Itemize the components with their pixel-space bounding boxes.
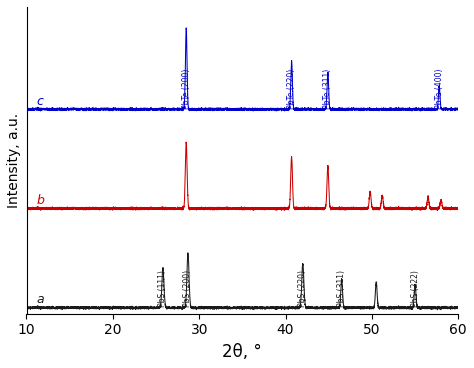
Text: PbS (111): PbS (111): [158, 270, 167, 307]
Text: PbS (222): PbS (222): [410, 270, 419, 307]
Text: PbTe (400): PbTe (400): [435, 68, 444, 109]
Text: PbS (311): PbS (311): [337, 270, 346, 307]
Text: PbS (220): PbS (220): [298, 270, 307, 307]
Text: c: c: [37, 95, 44, 108]
Text: PbTe (311): PbTe (311): [323, 68, 332, 109]
X-axis label: 2θ, °: 2θ, °: [222, 343, 262, 361]
Text: PbTe (200): PbTe (200): [182, 68, 191, 109]
Y-axis label: Intensity, a.u.: Intensity, a.u.: [7, 113, 21, 208]
Text: b: b: [37, 194, 45, 207]
Text: PbTe (220): PbTe (220): [287, 68, 296, 109]
Text: PbS (200): PbS (200): [183, 270, 192, 307]
Text: a: a: [37, 293, 45, 306]
